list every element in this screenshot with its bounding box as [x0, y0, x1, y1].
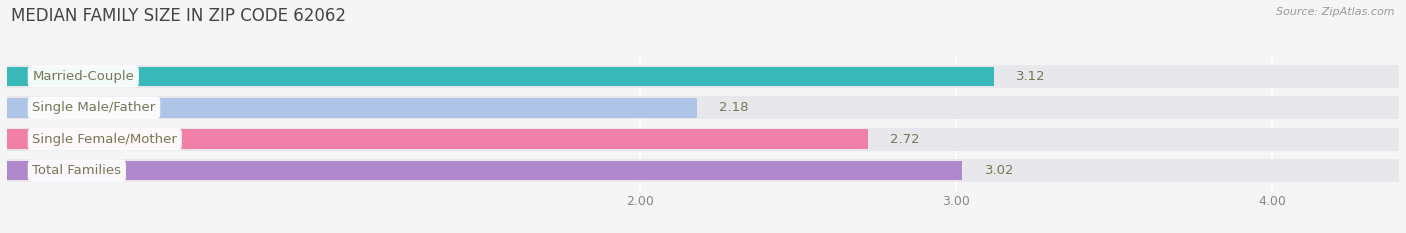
- Text: 2.18: 2.18: [718, 101, 748, 114]
- Bar: [7, 65, 1399, 88]
- Bar: [7, 159, 1399, 182]
- Text: 2.72: 2.72: [890, 133, 920, 146]
- Bar: [7, 128, 1399, 151]
- Bar: [7, 67, 994, 86]
- Text: 3.02: 3.02: [984, 164, 1014, 177]
- Bar: [7, 161, 963, 180]
- Bar: [7, 130, 868, 149]
- Text: Single Male/Father: Single Male/Father: [32, 101, 156, 114]
- Text: MEDIAN FAMILY SIZE IN ZIP CODE 62062: MEDIAN FAMILY SIZE IN ZIP CODE 62062: [11, 7, 346, 25]
- Text: Married-Couple: Married-Couple: [32, 70, 134, 83]
- Text: Source: ZipAtlas.com: Source: ZipAtlas.com: [1277, 7, 1395, 17]
- Text: Total Families: Total Families: [32, 164, 121, 177]
- Text: Single Female/Mother: Single Female/Mother: [32, 133, 177, 146]
- Bar: [7, 96, 1399, 119]
- Bar: [7, 98, 697, 117]
- Text: 3.12: 3.12: [1017, 70, 1046, 83]
